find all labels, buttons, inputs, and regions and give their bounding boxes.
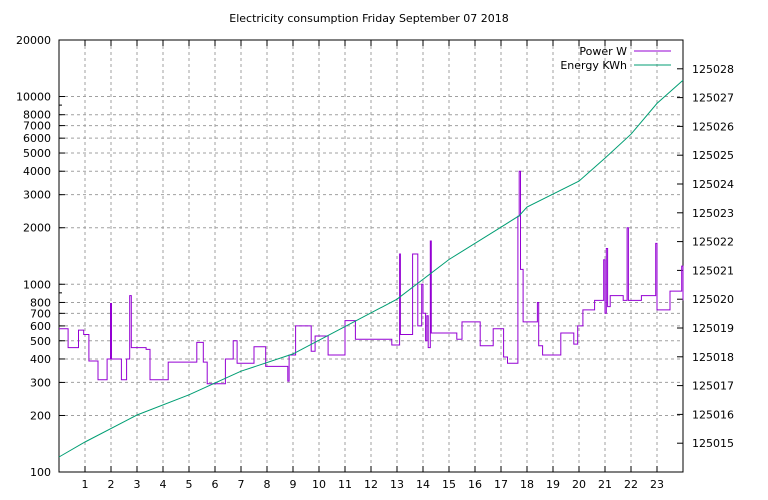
x-tick-label: 23 [650,478,664,491]
y-tick-label: 20000 [16,34,51,47]
y2-tick-label: 125020 [692,293,734,306]
y-tick-label: 8000 [23,109,51,122]
y2-tick-label: 125021 [692,264,734,277]
x-tick-label: 20 [572,478,586,491]
x-tick-label: 17 [494,478,508,491]
x-tick-label: 2 [108,478,115,491]
y-tick-label: 10000 [16,91,51,104]
axes: 1 2 3 4 5 6 7 8 9 10 11 12 13 14 15 16 17 18 19 20 21 22 23100… [16,34,734,491]
x-tick-label: 8 [264,478,271,491]
legend-label-power: Power W [579,45,627,58]
energy-series-line [58,79,684,458]
y2-tick-label: 125019 [692,322,734,335]
x-tick-label: 12 [364,478,378,491]
y-tick-label: 300 [30,376,51,389]
x-tick-label: 11 [338,478,352,491]
y-tick-label: 800 [30,296,51,309]
series-marks [58,79,684,458]
x-tick-label: 16 [468,478,482,491]
x-tick-label: 3 [134,478,141,491]
x-tick-label: 1 [82,478,89,491]
x-tick-label: 4 [160,478,167,491]
x-tick-label: 18 [520,478,534,491]
y-tick-label: 2000 [23,222,51,235]
power-series-line [59,170,684,385]
y-tick-label: 4000 [23,165,51,178]
y-tick-label: 1000 [23,278,51,291]
y2-tick-label: 125018 [692,351,734,364]
legend: Power W Energy KWh [560,45,671,72]
y-tick-label: 7000 [23,120,51,133]
x-tick-label: 19 [546,478,560,491]
y-tick-label: 700 [30,307,51,320]
y2-tick-label: 125022 [692,236,734,249]
legend-label-energy: Energy KWh [560,59,627,72]
y2-tick-label: 125023 [692,207,734,220]
y-tick-label: 600 [30,320,51,333]
x-tick-label: 14 [416,478,430,491]
y2-tick-label: 125024 [692,178,734,191]
y-tick-label: 6000 [23,132,51,145]
y-tick-label: 200 [30,409,51,422]
y2-tick-label: 125027 [692,92,734,105]
y-tick-label: 500 [30,335,51,348]
y-tick-label: 400 [30,353,51,366]
y-tick-label: 5000 [23,147,51,160]
x-tick-label: 22 [624,478,638,491]
y2-tick-label: 125028 [692,63,734,76]
y2-tick-label: 125015 [692,437,734,450]
x-tick-label: 7 [238,478,245,491]
y2-tick-label: 125016 [692,408,734,421]
x-tick-label: 9 [290,478,297,491]
x-tick-label: 10 [312,478,326,491]
x-tick-label: 6 [212,478,219,491]
y-tick-label: 3000 [23,189,51,202]
chart-title: Electricity consumption Friday September… [229,12,508,25]
y2-tick-label: 125017 [692,380,734,393]
plot-frame [58,39,684,473]
grid [59,40,683,472]
x-tick-label: 13 [390,478,404,491]
x-tick-label: 5 [186,478,193,491]
y-tick-label: 100 [30,466,51,479]
y2-tick-label: 125026 [692,120,734,133]
x-tick-label: 21 [598,478,612,491]
x-tick-label: 15 [442,478,456,491]
y2-tick-label: 125025 [692,149,734,162]
